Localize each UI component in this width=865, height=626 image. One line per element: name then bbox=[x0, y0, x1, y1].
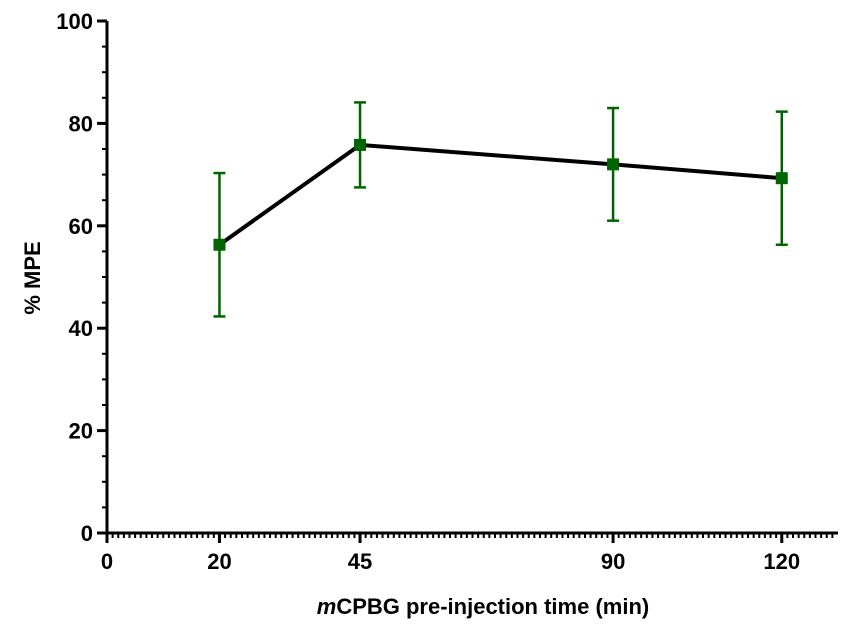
x-tick-label: 20 bbox=[207, 549, 231, 574]
y-tick-label: 80 bbox=[69, 111, 93, 136]
x-tick-label: 120 bbox=[763, 549, 800, 574]
x-axis-title-rest: CPBG pre-injection time (min) bbox=[336, 594, 649, 619]
x-axis-ticks: 0 20 45 90 120 bbox=[101, 533, 834, 574]
data-point-marker bbox=[213, 238, 226, 251]
data-point-marker bbox=[607, 158, 620, 171]
x-tick-label: 45 bbox=[348, 549, 372, 574]
y-tick-label: 100 bbox=[56, 9, 93, 34]
y-tick-label: 60 bbox=[69, 214, 93, 239]
y-tick-label: 20 bbox=[69, 419, 93, 444]
y-tick-label: 0 bbox=[81, 521, 93, 546]
series-line bbox=[218, 142, 782, 247]
x-axis-title: mCPBG pre-injection time (min) bbox=[317, 594, 649, 619]
x-tick-label: 90 bbox=[601, 549, 625, 574]
data-point-marker bbox=[354, 138, 367, 151]
x-axis-title-prefix: m bbox=[317, 594, 337, 619]
data-point-marker bbox=[775, 172, 788, 185]
y-tick-label: 40 bbox=[69, 316, 93, 341]
axes bbox=[105, 21, 838, 535]
x-tick-label: 0 bbox=[101, 549, 113, 574]
plot-area bbox=[213, 101, 788, 318]
y-axis-title: % MPE bbox=[20, 241, 45, 314]
y-axis-ticks: 0 20 40 60 80 100 bbox=[56, 9, 107, 546]
